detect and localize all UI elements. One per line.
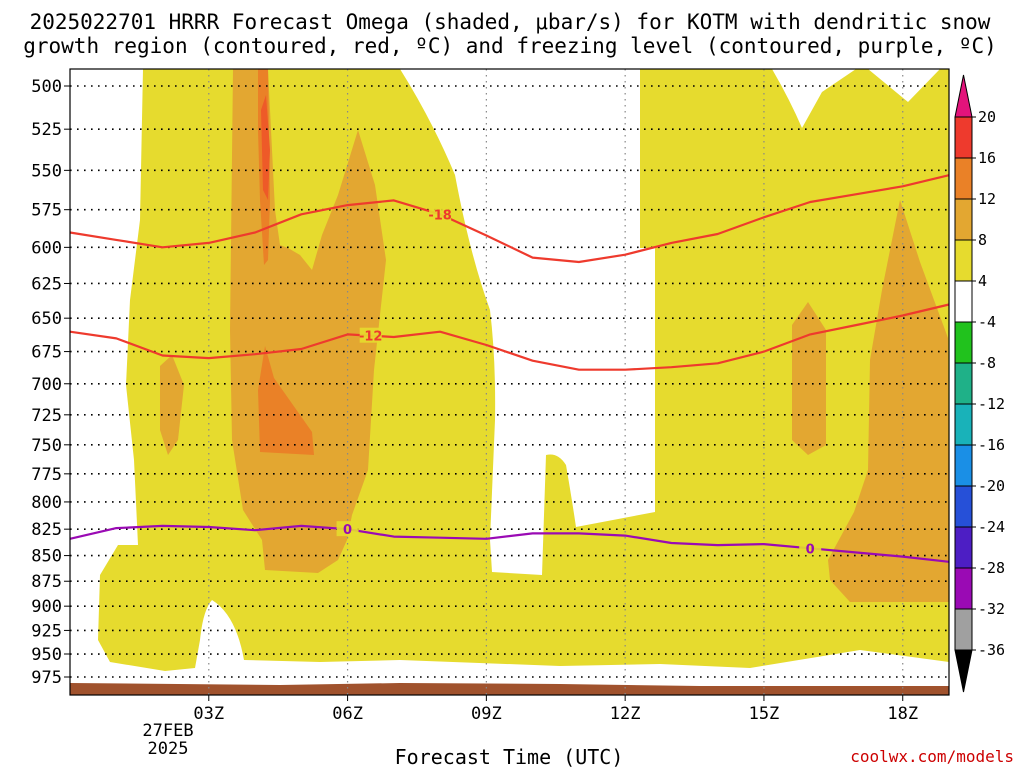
colorbar-label--20: -20 bbox=[978, 477, 1005, 495]
contour-label-2-0: 0 bbox=[343, 523, 352, 538]
x-tick-label-18Z: 18Z bbox=[887, 704, 918, 724]
grid-lines bbox=[70, 69, 949, 695]
colorbar-label-12: 12 bbox=[978, 190, 996, 208]
x-tick-label-06Z: 06Z bbox=[332, 704, 363, 724]
y-tick-label-750: 750 bbox=[31, 436, 62, 456]
y-axis: 500 525 550 575 600 625 650 675 700 725 750 775 800 8… bbox=[31, 77, 70, 688]
plot-frame bbox=[69, 68, 950, 696]
y-tick-label-725: 725 bbox=[31, 406, 62, 426]
omega-shade-8-12-right-b bbox=[828, 200, 949, 602]
y-tick-label-650: 650 bbox=[31, 309, 62, 329]
colorbar-label--8: -8 bbox=[978, 354, 996, 372]
date-label-line-2: 2025 bbox=[148, 739, 189, 759]
y-tick-label-575: 575 bbox=[31, 201, 62, 221]
colorbar-label--16: -16 bbox=[978, 436, 1005, 454]
omega-shade-8-12-left bbox=[160, 355, 184, 455]
colorbar-label--28: -28 bbox=[978, 559, 1005, 577]
omega-shade-12-16-lower bbox=[258, 346, 314, 455]
y-tick-label-975: 975 bbox=[31, 668, 62, 688]
contour-label-0-0: -18 bbox=[428, 208, 452, 223]
x-tick-label-09Z: 09Z bbox=[471, 704, 502, 724]
y-tick-label-550: 550 bbox=[31, 161, 62, 181]
contour-line-0 bbox=[69, 174, 950, 264]
y-tick-label-525: 525 bbox=[31, 120, 62, 140]
contour-label-2-1: 0 bbox=[806, 542, 815, 557]
contour-label-bg-0-0 bbox=[429, 206, 452, 222]
colorbar-box-4 bbox=[954, 239, 973, 282]
y-tick-label-950: 950 bbox=[31, 645, 62, 665]
ground-surface bbox=[70, 683, 949, 695]
credit-text: coolwx.com/models bbox=[850, 747, 1014, 766]
x-axis-label: Forecast Time (UTC) bbox=[395, 745, 624, 768]
colorbar-box-7 bbox=[954, 362, 973, 405]
colorbar-box-5 bbox=[954, 280, 973, 323]
title-line-2: growth region (contoured, red, ºC) and f… bbox=[23, 34, 997, 58]
y-tick-label-800: 800 bbox=[31, 493, 62, 513]
y-tick-label-900: 900 bbox=[31, 597, 62, 617]
omega-shade-16-20-core bbox=[261, 95, 270, 200]
colorbar-label-4: 4 bbox=[978, 272, 987, 290]
colorbar-box-10 bbox=[954, 485, 973, 528]
colorbar-box-8 bbox=[954, 403, 973, 446]
title-line-1: 2025022701 HRRR Forecast Omega (shaded, … bbox=[30, 10, 991, 34]
colorbar: 20 16 12 8 4 -4 -8 -12 -16 -20 -24 -28 -32 -36 bbox=[954, 74, 1005, 693]
y-tick-label-675: 675 bbox=[31, 343, 62, 363]
colorbar-label--36: -36 bbox=[978, 641, 1005, 659]
y-tick-label-500: 500 bbox=[31, 77, 62, 97]
y-tick-label-625: 625 bbox=[31, 274, 62, 294]
x-tick-label-12Z: 12Z bbox=[610, 704, 641, 724]
x-axis: 03Z 06Z 09Z 12Z 15Z 18Z bbox=[193, 695, 918, 724]
omega-shade-8-12-right-a bbox=[792, 302, 826, 455]
y-tick-label-825: 825 bbox=[31, 520, 62, 540]
colorbar-box-2 bbox=[954, 157, 973, 200]
contour-label-bg-2-1 bbox=[799, 540, 822, 556]
colorbar-box-13 bbox=[954, 608, 973, 651]
colorbar-box-12 bbox=[954, 567, 973, 610]
y-tick-label-700: 700 bbox=[31, 375, 62, 395]
colorbar-label--4: -4 bbox=[978, 313, 996, 331]
colorbar-top-triangle bbox=[954, 74, 973, 118]
colorbar-label-16: 16 bbox=[978, 149, 996, 167]
date-label-line-1: 27FEB bbox=[142, 721, 193, 741]
contour-line-1 bbox=[69, 303, 950, 371]
colorbar-label--24: -24 bbox=[978, 518, 1005, 536]
contour-label-1-0: -12 bbox=[359, 330, 383, 345]
colorbar-box-6 bbox=[954, 321, 973, 364]
colorbar-box-9 bbox=[954, 444, 973, 487]
colorbar-box-11 bbox=[954, 526, 973, 569]
x-tick-label-03Z: 03Z bbox=[193, 704, 224, 724]
y-tick-label-850: 850 bbox=[31, 547, 62, 567]
contour-label-bg-1-0 bbox=[359, 327, 382, 343]
colorbar-box-3 bbox=[954, 198, 973, 241]
y-tick-label-925: 925 bbox=[31, 621, 62, 641]
colorbar-label-8: 8 bbox=[978, 231, 987, 249]
colorbar-box-1 bbox=[954, 116, 973, 159]
colorbar-label-20: 20 bbox=[978, 108, 996, 126]
contour-label-bg-2-0 bbox=[336, 521, 359, 537]
y-tick-label-600: 600 bbox=[31, 238, 62, 258]
contour-labels: -18 -12 0 0 bbox=[336, 206, 822, 557]
colorbar-label--32: -32 bbox=[978, 600, 1005, 618]
colorbar-label--12: -12 bbox=[978, 395, 1005, 413]
y-tick-label-775: 775 bbox=[31, 465, 62, 485]
colorbar-bottom-triangle bbox=[954, 649, 973, 693]
x-tick-label-15Z: 15Z bbox=[749, 704, 780, 724]
omega-shading bbox=[98, 69, 949, 671]
y-tick-label-875: 875 bbox=[31, 572, 62, 592]
